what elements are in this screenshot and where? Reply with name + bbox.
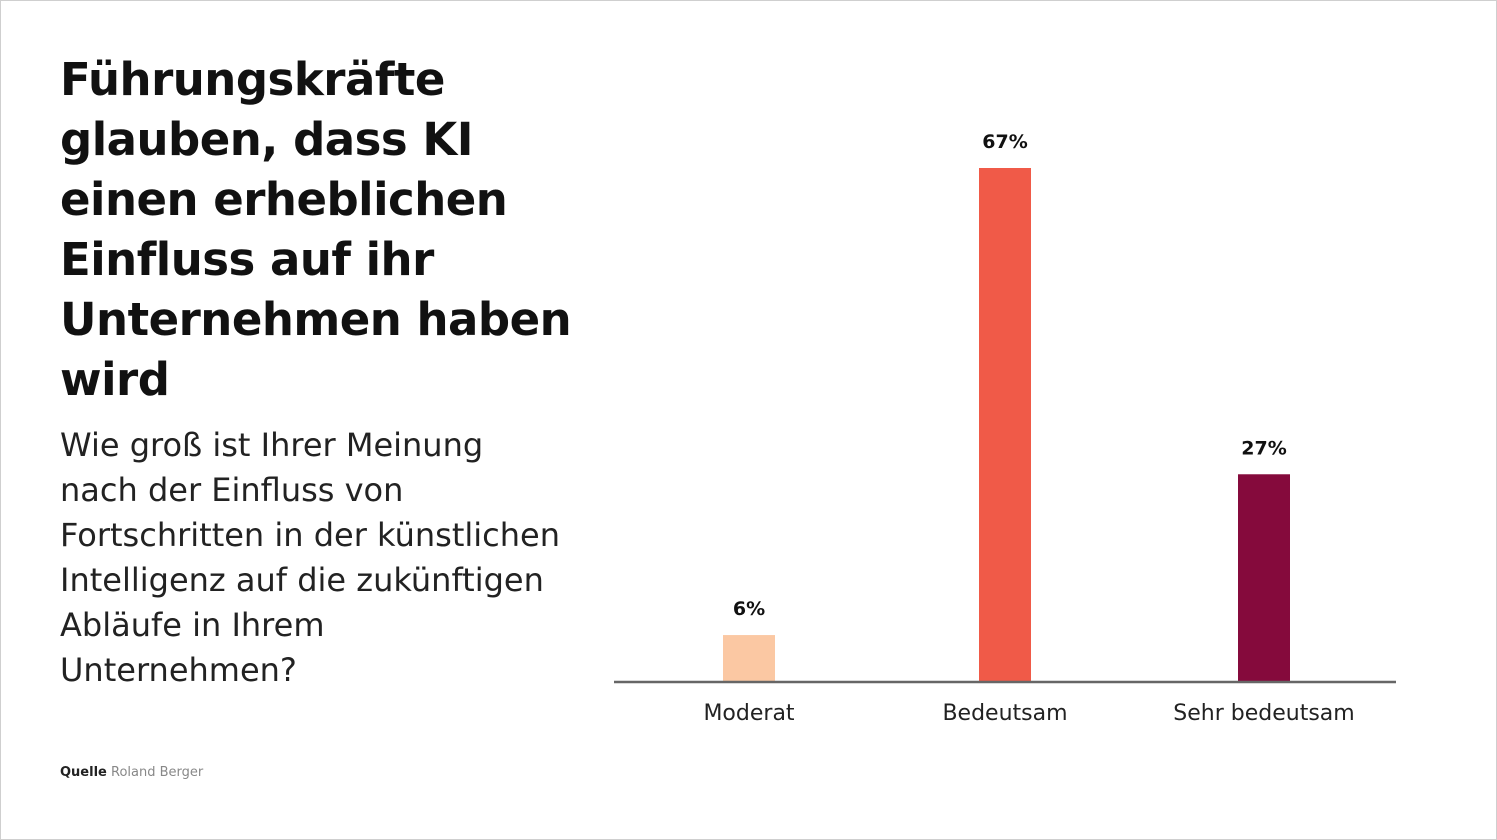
category-label: Bedeutsam xyxy=(942,701,1067,726)
data-label: 27% xyxy=(1241,437,1286,459)
category-label: Moderat xyxy=(703,701,794,726)
bar-bedeutsam xyxy=(979,168,1031,681)
bar-sehr-bedeutsam xyxy=(1238,474,1290,681)
category-label: Sehr bedeutsam xyxy=(1173,701,1354,726)
source-label: Quelle xyxy=(60,765,107,780)
data-label: 6% xyxy=(733,598,765,620)
data-label: 67% xyxy=(982,131,1027,153)
chart-subtitle: Wie groß ist Ihrer Meinung nach der Einf… xyxy=(60,426,560,689)
bar-moderat xyxy=(723,635,775,681)
source-value: Roland Berger xyxy=(111,765,204,780)
chart-title: Führungskräfte glauben, dass KI einen er… xyxy=(60,53,572,406)
source-note: Quelle Roland Berger xyxy=(60,765,203,780)
